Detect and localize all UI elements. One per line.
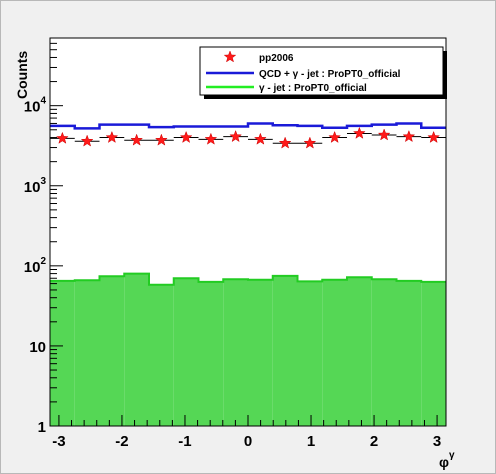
data-point-star — [55, 131, 69, 144]
green-bar — [198, 281, 224, 426]
green-bar — [173, 278, 199, 426]
legend-marker-icon — [223, 50, 237, 63]
green-bar — [371, 279, 397, 426]
x-axis-label: φγ — [439, 450, 455, 470]
data-point-star — [229, 129, 243, 143]
green-bar — [248, 279, 273, 426]
data-point-star — [377, 128, 391, 141]
data-point-star — [154, 133, 168, 146]
x-tick-label: 0 — [244, 433, 252, 450]
y-tick-label: 1 — [38, 419, 46, 436]
green-bar — [396, 280, 422, 426]
green-bar — [223, 279, 248, 426]
y-tick-label: 10 — [29, 339, 46, 356]
x-tick-label: -1 — [178, 433, 191, 450]
y-tick-label: 103 — [24, 176, 47, 196]
y-axis-label: Counts — [14, 51, 30, 99]
green-bar — [297, 281, 323, 426]
data-point-star — [303, 136, 317, 149]
data-point-star — [253, 132, 267, 145]
x-tick-label: 1 — [307, 433, 315, 450]
legend-label: γ - jet : ProPT0_official — [259, 83, 367, 94]
data-point-star — [402, 129, 416, 143]
legend-label: QCD + γ - jet : ProPT0_official — [259, 69, 401, 80]
blue-step-line — [50, 122, 446, 130]
x-tick-label: 2 — [370, 433, 378, 450]
data-point-star — [80, 134, 94, 147]
x-tick-label: 3 — [433, 433, 441, 450]
data-point-star — [130, 133, 144, 146]
green-bar — [272, 275, 298, 426]
green-step-line — [50, 272, 446, 286]
data-point-star — [427, 130, 441, 143]
y-tick-label: 102 — [24, 256, 47, 276]
x-tick-label: -3 — [52, 433, 65, 450]
data-point-star — [352, 126, 366, 139]
data-point-star — [328, 130, 342, 143]
data-point-star — [179, 130, 193, 143]
data-point-star — [105, 130, 119, 143]
green-bar — [74, 280, 100, 426]
green-bar — [347, 277, 372, 426]
data-point-star — [278, 136, 292, 149]
y-tick-label: 104 — [24, 96, 47, 116]
green-bar — [99, 276, 125, 426]
green-bar — [149, 284, 174, 426]
green-bar — [124, 273, 149, 426]
data-point-star — [204, 132, 218, 145]
green-bar — [322, 279, 347, 426]
x-tick-label: -2 — [115, 433, 128, 450]
green-bar — [421, 281, 446, 426]
legend-label: pp2006 — [259, 53, 294, 64]
